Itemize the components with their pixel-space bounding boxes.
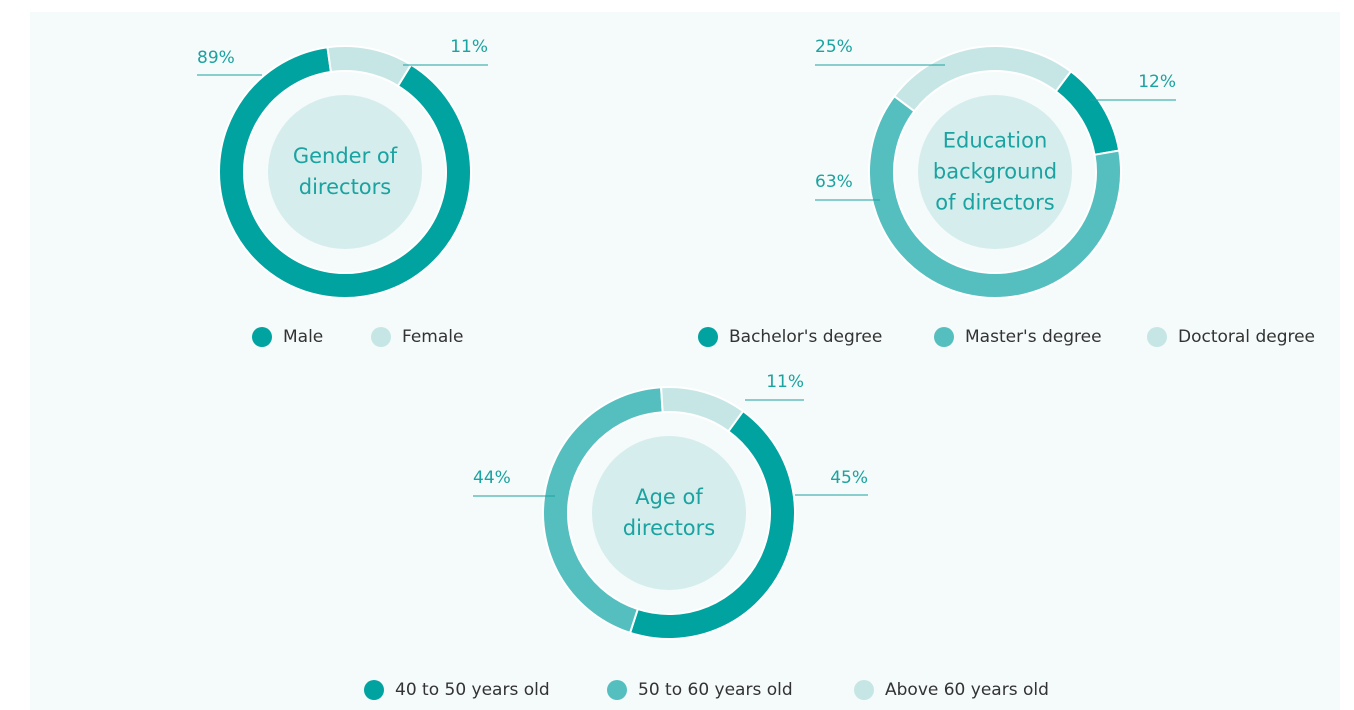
donut-title: Age of directors: [622, 485, 716, 540]
legend-label: Male: [283, 327, 323, 347]
data-label: 25%: [815, 37, 853, 57]
data-label: 45%: [830, 468, 868, 488]
background: [30, 12, 1340, 710]
donut-segment: [892, 45, 1073, 113]
donut-title: Gender of directors: [292, 144, 398, 199]
data-label: 63%: [815, 172, 853, 192]
donut-segment: [218, 46, 472, 299]
legend-swatch: [252, 327, 272, 347]
legend-label: 40 to 50 years old: [395, 680, 550, 700]
donut-segment: [868, 94, 1122, 299]
legend-label: Doctoral degree: [1178, 327, 1315, 347]
data-label: 89%: [197, 48, 235, 68]
data-label: 12%: [1138, 72, 1176, 92]
data-label: 11%: [450, 37, 488, 57]
legend-label: Above 60 years old: [885, 680, 1049, 700]
legend-swatch: [364, 680, 384, 700]
data-label: 11%: [766, 372, 804, 392]
legend-swatch: [1147, 327, 1167, 347]
legend-swatch: [934, 327, 954, 347]
legend-label: Bachelor's degree: [729, 327, 882, 347]
legend-label: 50 to 60 years old: [638, 680, 793, 700]
donut-title: Education background of directors: [932, 128, 1058, 215]
legend-swatch: [854, 680, 874, 700]
donut-segment: [660, 386, 745, 433]
donut-center: [268, 95, 422, 249]
donut-center: [592, 436, 746, 590]
donut-center: [918, 95, 1072, 249]
data-label: 44%: [473, 468, 511, 488]
legend-label: Master's degree: [965, 327, 1102, 347]
legend-swatch: [371, 327, 391, 347]
legend-label: Female: [402, 327, 463, 347]
donut-segment: [326, 45, 413, 88]
legend-swatch: [607, 680, 627, 700]
legend-swatch: [698, 327, 718, 347]
